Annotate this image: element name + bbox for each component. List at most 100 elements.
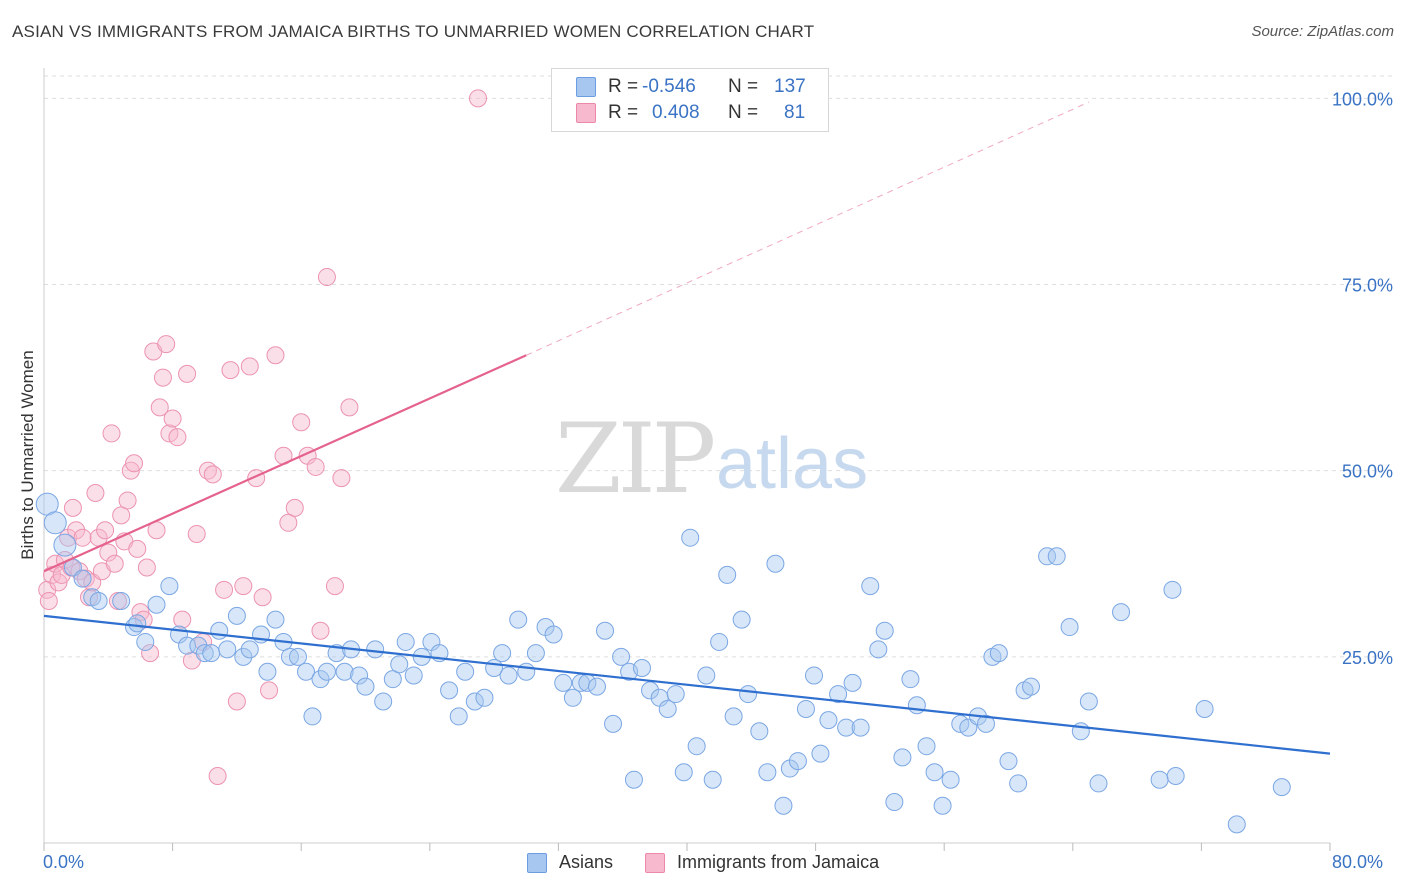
point-jamaica xyxy=(221,361,240,380)
point-asians xyxy=(554,673,573,692)
point-asians xyxy=(440,681,459,700)
point-asians xyxy=(1079,692,1098,711)
legend-swatch-asians xyxy=(576,77,596,97)
point-asians xyxy=(774,796,793,815)
legend-r-value-asians: -0.546 xyxy=(642,76,696,97)
point-jamaica xyxy=(96,521,115,540)
x-tick-label-max: 80.0% xyxy=(1332,852,1384,872)
point-asians xyxy=(404,666,423,685)
point-jamaica xyxy=(63,498,82,517)
point-jamaica xyxy=(234,577,253,596)
point-asians xyxy=(258,662,277,681)
point-asians xyxy=(475,688,494,707)
point-asians xyxy=(195,644,214,663)
point-asians xyxy=(837,718,856,737)
point-jamaica xyxy=(118,491,137,510)
point-asians xyxy=(907,696,926,715)
point-asians xyxy=(624,770,643,789)
legend-r-label: R = xyxy=(608,102,639,123)
point-asians xyxy=(941,770,960,789)
legend-item-jamaica[interactable]: Immigrants from Jamaica xyxy=(645,852,879,873)
y-tick-label: 25.0% xyxy=(1342,648,1393,668)
point-jamaica xyxy=(128,539,147,558)
point-asians xyxy=(202,644,221,663)
point-jamaica xyxy=(292,413,311,432)
point-jamaica xyxy=(317,268,336,287)
point-jamaica xyxy=(198,461,217,480)
point-asians xyxy=(234,647,253,666)
legend-n-label: N = xyxy=(728,76,759,97)
point-jamaica xyxy=(208,766,227,785)
point-asians xyxy=(73,569,92,588)
point-asians xyxy=(493,644,512,663)
point-asians xyxy=(681,528,700,547)
legend-row-asians: R = -0.546 N = 137 xyxy=(576,74,806,100)
point-asians xyxy=(147,595,166,614)
legend-n-value-asians: 137 xyxy=(774,76,806,97)
series-legend: Asians Immigrants from Jamaica xyxy=(527,852,911,873)
point-asians xyxy=(869,640,888,659)
y-tick-label: 75.0% xyxy=(1342,276,1393,296)
point-jamaica xyxy=(141,644,160,663)
point-jamaica xyxy=(187,524,206,543)
point-asians xyxy=(1022,677,1041,696)
point-asians xyxy=(396,632,415,651)
point-asians xyxy=(160,577,179,596)
point-asians xyxy=(732,610,751,629)
point-asians xyxy=(390,655,409,674)
point-asians xyxy=(456,662,475,681)
chart-title: ASIAN VS IMMIGRANTS FROM JAMAICA BIRTHS … xyxy=(12,22,815,41)
legend-swatch-jamaica xyxy=(576,103,596,123)
point-asians xyxy=(366,640,385,659)
point-asians xyxy=(703,770,722,789)
point-asians xyxy=(288,647,307,666)
point-jamaica xyxy=(469,89,488,108)
point-asians xyxy=(1060,618,1079,637)
point-jamaica xyxy=(153,368,172,387)
point-asians xyxy=(509,610,528,629)
point-asians xyxy=(596,621,615,640)
point-asians xyxy=(718,565,737,584)
y-tick-label: 50.0% xyxy=(1342,462,1393,482)
point-jamaica xyxy=(105,554,124,573)
point-asians xyxy=(89,591,108,610)
correlation-legend: R = -0.546 N = 137 R = 0.408 N = 81 xyxy=(551,68,829,132)
point-asians xyxy=(587,677,606,696)
point-asians xyxy=(1227,815,1246,834)
point-asians xyxy=(526,644,545,663)
point-jamaica xyxy=(279,513,298,532)
point-asians xyxy=(917,737,936,756)
trend-line-jamaica xyxy=(43,354,527,573)
point-asians xyxy=(210,621,229,640)
point-asians xyxy=(666,685,685,704)
point-jamaica xyxy=(266,346,285,365)
point-asians xyxy=(804,666,823,685)
series-asians-points xyxy=(35,492,1291,834)
point-asians xyxy=(128,614,147,633)
point-jamaica xyxy=(260,681,279,700)
point-asians xyxy=(612,647,631,666)
point-asians xyxy=(1089,774,1108,793)
trend-line-jamaica-extension xyxy=(526,101,1090,356)
x-tick-label-min: 0.0% xyxy=(43,852,85,872)
point-asians xyxy=(327,644,346,663)
point-asians xyxy=(788,752,807,771)
point-jamaica xyxy=(173,610,192,629)
watermark-zip: ZIP xyxy=(555,403,714,515)
point-jamaica xyxy=(215,580,234,599)
point-jamaica xyxy=(137,558,156,577)
point-asians xyxy=(350,666,369,685)
point-asians xyxy=(335,662,354,681)
legend-r-value-jamaica: 0.408 xyxy=(652,102,700,123)
point-jamaica xyxy=(168,428,187,447)
point-jamaica xyxy=(52,565,71,584)
point-asians xyxy=(311,670,330,689)
point-asians xyxy=(317,662,336,681)
point-jamaica xyxy=(39,591,58,610)
point-asians xyxy=(1272,778,1291,797)
point-asians xyxy=(43,511,67,535)
legend-item-asians[interactable]: Asians xyxy=(527,852,613,873)
point-jamaica xyxy=(112,506,131,525)
legend-label-jamaica: Immigrants from Jamaica xyxy=(677,852,880,872)
